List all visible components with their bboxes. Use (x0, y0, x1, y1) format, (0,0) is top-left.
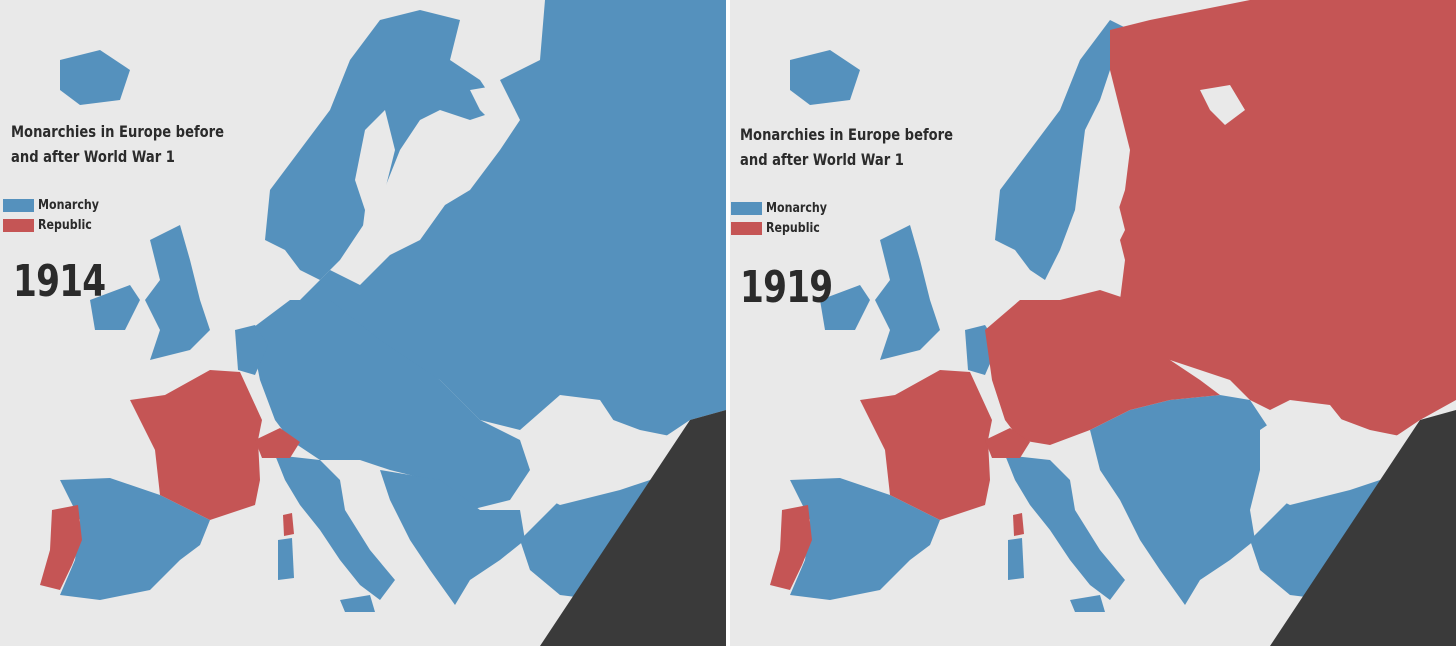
europe-map-1914 (40, 0, 726, 646)
year-label: 1919 (740, 262, 833, 313)
switzerland (255, 428, 300, 458)
france (860, 370, 992, 520)
central-republics (985, 290, 1220, 445)
map-panel-1914: Monarchies in Europe before and after Wo… (0, 0, 726, 646)
sicily (340, 595, 375, 612)
outside-corner (1270, 410, 1456, 646)
legend-label: Monarchy (766, 200, 827, 216)
corsica (283, 513, 294, 536)
scandinavia (995, 20, 1130, 280)
map-title: Monarchies in Europe before and after Wo… (740, 125, 954, 169)
legend-item-monarchy: Monarchy (731, 198, 838, 218)
italy (275, 455, 395, 600)
legend-item-republic: Republic (3, 215, 110, 235)
low-countries (235, 325, 268, 375)
map-title: Monarchies in Europe before and after Wo… (11, 122, 225, 166)
black-sea (530, 410, 690, 505)
sea-features (1085, 85, 1420, 505)
iceland (790, 50, 860, 105)
legend-label: Republic (38, 217, 92, 233)
baltic-sea (1085, 110, 1125, 260)
sicily (1070, 595, 1105, 612)
legend-label: Republic (766, 220, 820, 236)
russia-and-baltics (1110, 0, 1456, 440)
spain (790, 478, 940, 600)
ireland (820, 285, 870, 330)
switzerland (985, 428, 1030, 458)
outside-corner (540, 410, 726, 646)
legend-swatch-republic (3, 218, 34, 232)
legend-label: Monarchy (38, 197, 99, 213)
southeast-monarchies (1090, 395, 1270, 605)
map-panel-1919: Monarchies in Europe before and after Wo… (730, 0, 1456, 646)
corsica (1013, 513, 1024, 536)
legend-item-monarchy: Monarchy (3, 195, 110, 215)
legend-item-republic: Republic (731, 218, 838, 238)
balkans (380, 470, 525, 605)
year-label: 1914 (13, 256, 106, 307)
white-sea (1200, 85, 1245, 125)
iceland (60, 50, 130, 105)
france (130, 370, 262, 520)
black-sea (1260, 410, 1420, 505)
ireland (90, 285, 140, 330)
great-britain (875, 225, 940, 360)
map-legend: Monarchy Republic (3, 195, 110, 235)
republic-territories (40, 370, 300, 590)
baltic-sea (355, 110, 395, 260)
portugal (770, 505, 812, 590)
republic-territories (770, 0, 1456, 590)
central-europe (250, 300, 530, 510)
sardinia (1008, 538, 1024, 580)
monarchy-territories (60, 0, 726, 612)
legend-swatch-monarchy (731, 201, 762, 215)
map-legend: Monarchy Republic (731, 198, 838, 238)
sardinia (278, 538, 294, 580)
europe-map-1919 (770, 0, 1456, 646)
white-sea (470, 85, 515, 125)
portugal (40, 505, 82, 590)
legend-swatch-republic (731, 221, 762, 235)
spain (60, 478, 210, 600)
italy (1005, 455, 1125, 600)
legend-swatch-monarchy (3, 198, 34, 212)
russia-region (300, 0, 726, 440)
sea-features (355, 85, 690, 505)
great-britain (145, 225, 210, 360)
